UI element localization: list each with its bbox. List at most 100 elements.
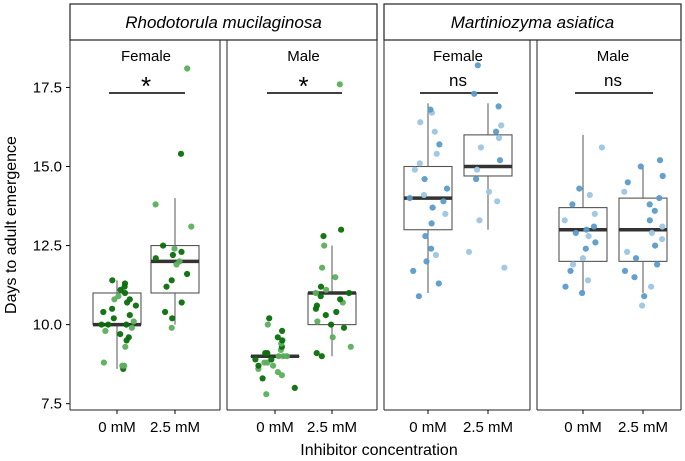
data-point (329, 334, 336, 341)
data-point (168, 324, 175, 331)
y-tick-label: 10.0 (33, 317, 62, 334)
data-point (320, 233, 327, 240)
panel-female: Female ns 0 mM 2.5 mM (383, 40, 531, 436)
box (150, 245, 200, 294)
x-tick-label: 0 mM (564, 419, 602, 436)
data-point (274, 369, 281, 376)
data-point (317, 283, 325, 290)
data-point (561, 217, 568, 224)
data-point (474, 62, 481, 69)
data-point (632, 255, 640, 262)
data-point (169, 251, 176, 259)
data-point (126, 296, 133, 303)
data-point (184, 270, 191, 278)
data-point (178, 299, 185, 306)
data-point (152, 201, 159, 208)
data-point (275, 353, 282, 360)
group-2-5mM: 2.5 mM (307, 81, 357, 436)
data-point (262, 350, 269, 357)
data-point (332, 274, 339, 281)
data-point (579, 255, 587, 262)
box (463, 134, 513, 177)
data-point (321, 242, 328, 249)
significance-label: * (298, 71, 308, 101)
data-point (495, 103, 502, 110)
data-point (152, 255, 159, 262)
group-0mM: 0 mM (403, 103, 453, 436)
data-point (121, 289, 129, 297)
data-point (313, 302, 320, 309)
data-point (637, 163, 644, 170)
significance-label: * (141, 71, 151, 101)
data-point (415, 293, 422, 300)
data-point (313, 350, 320, 357)
x-tick-label: 0 mM (409, 419, 447, 436)
data-point (347, 343, 354, 350)
data-point (443, 185, 451, 192)
group-2-5mM: 2.5 mM (150, 65, 200, 436)
data-point (125, 334, 132, 341)
data-point (570, 261, 577, 268)
data-point (431, 128, 438, 135)
data-point (100, 308, 107, 316)
box (558, 207, 608, 262)
group-2-5mM: 2.5 mM (618, 157, 668, 436)
data-point (598, 144, 606, 151)
data-point (428, 220, 435, 227)
data-point (427, 106, 434, 113)
data-point (428, 245, 435, 252)
data-point (128, 324, 135, 331)
data-point (435, 280, 442, 287)
data-point (184, 65, 191, 72)
data-point (121, 280, 129, 287)
data-point (168, 277, 175, 284)
data-point (429, 204, 436, 211)
data-point (406, 195, 413, 202)
data-point (432, 251, 439, 259)
data-point (586, 191, 593, 199)
data-point (336, 81, 343, 88)
data-point (279, 327, 286, 334)
data-point (590, 223, 598, 230)
data-point (132, 302, 139, 309)
data-point (654, 261, 661, 268)
data-point (471, 90, 478, 97)
x-tick-label: 0 mM (98, 419, 136, 436)
data-point (338, 226, 345, 233)
data-point (169, 315, 176, 322)
data-point (314, 318, 321, 325)
data-point (496, 157, 504, 164)
facet-strip-label: Rhodotorula mucilaginosa (125, 13, 322, 32)
data-point (659, 236, 666, 243)
data-point (109, 305, 116, 312)
panel-sex-label: Female (433, 48, 483, 65)
data-point (162, 308, 169, 316)
data-point (582, 245, 589, 252)
data-point (274, 334, 281, 341)
data-point (333, 308, 340, 316)
data-point (422, 233, 429, 240)
data-point (562, 283, 569, 290)
data-point (177, 150, 185, 157)
facet-rhodotorula: Rhodotorula mucilaginosa Female * 0 mM 2.5 m… (69, 3, 378, 436)
data-point (123, 321, 130, 328)
data-point (340, 324, 348, 331)
data-point (584, 277, 592, 284)
data-point (268, 356, 275, 363)
data-point (345, 289, 353, 297)
data-point (476, 217, 483, 224)
x-tick-label: 2.5 mM (618, 419, 668, 436)
data-point (646, 201, 653, 208)
data-point (421, 176, 428, 183)
data-point (416, 160, 423, 167)
data-point (495, 134, 503, 142)
data-point (423, 258, 430, 265)
data-point (624, 248, 631, 255)
data-point (411, 166, 418, 173)
significance-label: ns (604, 71, 622, 90)
data-point (493, 128, 500, 135)
data-point (98, 321, 105, 328)
data-point (317, 293, 324, 300)
data-point (624, 179, 631, 186)
